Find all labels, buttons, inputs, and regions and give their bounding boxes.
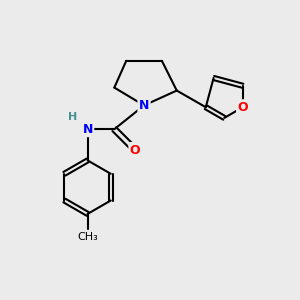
Text: H: H <box>68 112 77 122</box>
Text: O: O <box>130 143 140 157</box>
Text: O: O <box>238 101 248 114</box>
Text: N: N <box>82 123 93 136</box>
Text: N: N <box>139 99 149 112</box>
Text: CH₃: CH₃ <box>77 232 98 242</box>
